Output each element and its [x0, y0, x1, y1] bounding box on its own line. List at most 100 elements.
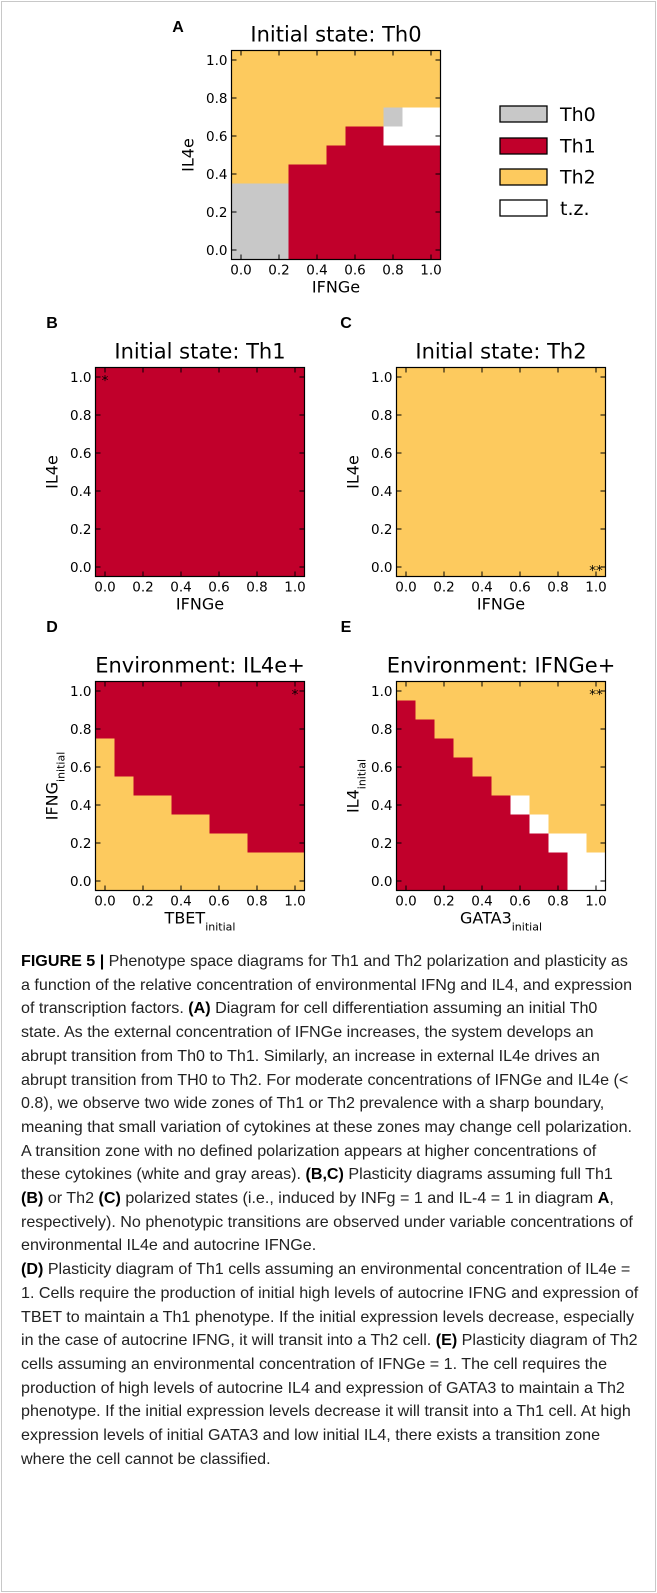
y-axis-label-main: IL4e: [344, 455, 363, 489]
x-tick-label: 0.4: [471, 894, 492, 910]
panel-title: Initial state: Th0: [250, 23, 421, 47]
y-axis-label: IL4e: [344, 455, 363, 489]
panel-a-map: [231, 50, 441, 260]
panel-c-map: [396, 367, 606, 577]
th1-region: [95, 367, 305, 577]
th2-region: [95, 738, 305, 891]
x-tick-label: 0.2: [433, 580, 454, 596]
panel-title: Environment: IL4e+: [95, 654, 305, 678]
x-tick-label: 0.8: [382, 263, 403, 279]
tz-region: [402, 107, 441, 127]
figure: A Initial state: Th0 0.0 0.2 0.4 0.6 0.8 1.0 0.0…: [43, 19, 616, 934]
panel-title: Environment: IFNGe+: [387, 654, 616, 678]
panel-letter: A: [172, 19, 184, 36]
y-tick-label: 0.6: [371, 760, 392, 776]
y-tick-label: 0.6: [70, 760, 91, 776]
y-tick-label: 0.8: [371, 722, 392, 738]
y-tick-label: 0.2: [70, 522, 91, 538]
y-tick-label: 1.0: [70, 370, 91, 386]
x-tick-label: 0.8: [547, 894, 568, 910]
y-tick-label: 0.0: [206, 243, 227, 259]
y-axis-label: IL4e: [43, 455, 62, 489]
y-axis-label-sub: initial: [355, 759, 368, 789]
y-axis-label: IL4initial: [344, 759, 369, 813]
y-tick-label: 0.2: [206, 205, 227, 221]
y-tick-label: 0.2: [371, 522, 392, 538]
caption-bold: (A): [188, 999, 211, 1018]
caption-text: or Th2: [43, 1189, 99, 1208]
x-tick-label: 0.0: [230, 263, 251, 279]
x-axis-label-sub: initial: [512, 920, 542, 933]
caption-bold: (E): [435, 1331, 458, 1350]
x-axis-label: TBETinitial: [164, 909, 236, 934]
x-tick-label: 0.4: [170, 894, 191, 910]
y-tick-label: 0.4: [371, 798, 392, 814]
caption-text: Diagram for cell differentiation assumin…: [21, 999, 632, 1184]
y-axis-label-main: IFNG: [43, 782, 62, 820]
x-tick-label: 0.4: [170, 580, 191, 596]
axes-frame: [94, 366, 306, 578]
th2-region: [396, 367, 606, 577]
marker: **: [589, 563, 603, 579]
caption-text: Plasticity diagrams assuming full Th1: [343, 1165, 613, 1184]
caption-bold: FIGURE 5 |: [21, 952, 105, 970]
th0-region: [231, 183, 289, 260]
y-axis-label: IFNGinitial: [43, 752, 68, 821]
panel-e-map: [396, 681, 606, 891]
x-tick-label: 1.0: [420, 263, 441, 279]
axes-frame: [395, 680, 607, 892]
panel-letter: E: [341, 619, 352, 636]
y-axis-label: IL4e: [179, 138, 198, 172]
y-axis-label-main: IL4e: [179, 138, 198, 172]
th1-region: [288, 126, 441, 260]
tz-region: [567, 852, 606, 891]
x-axis-label-main: GATA3: [460, 909, 512, 928]
tz-region: [548, 833, 587, 853]
legend-label: Th1: [559, 135, 596, 157]
panel-letter: B: [46, 315, 58, 332]
caption-bold: (B,C): [305, 1165, 344, 1184]
y-tick-label: 0.8: [70, 722, 91, 738]
x-tick-label: 0.2: [268, 263, 289, 279]
x-tick-label: 0.6: [208, 894, 229, 910]
panel-title: Initial state: Th2: [415, 340, 586, 364]
y-axis-label-main: IL4: [344, 789, 363, 813]
axes-frame: [94, 680, 306, 892]
tz-region: [529, 814, 549, 834]
marker: *: [102, 373, 109, 389]
x-tick-label: 0.6: [509, 894, 530, 910]
x-tick-label: 0.8: [547, 580, 568, 596]
y-tick-label: 0.2: [371, 836, 392, 852]
panel-b-map: [95, 367, 305, 577]
x-tick-label: 1.0: [284, 580, 305, 596]
legend-label: Th0: [559, 104, 596, 126]
axes-frame: [395, 366, 607, 578]
x-tick-label: 0.2: [132, 580, 153, 596]
legend-swatch: [499, 199, 548, 217]
x-tick-label: 1.0: [585, 580, 606, 596]
marker: *: [292, 687, 299, 703]
caption-bold: A: [597, 1189, 610, 1208]
caption-text: Plasticity diagram of Th1 cells assuming…: [21, 1260, 639, 1350]
y-tick-label: 0.0: [70, 560, 91, 576]
axes-frame: [230, 49, 442, 261]
caption-paragraph: (D) Plasticity diagram of Th1 cells assu…: [21, 1258, 639, 1471]
y-tick-label: 1.0: [371, 370, 392, 386]
caption-paragraph: FIGURE 5 | Phenotype space diagrams for …: [21, 950, 639, 1258]
y-axis-label-sub: initial: [54, 752, 67, 782]
x-tick-label: 0.6: [344, 263, 365, 279]
x-tick-label: 0.0: [395, 894, 416, 910]
panel-letter: D: [46, 619, 58, 636]
y-tick-label: 1.0: [371, 684, 392, 700]
y-tick-label: 0.4: [70, 798, 91, 814]
x-axis-label-sub: initial: [205, 920, 235, 933]
x-tick-label: 0.0: [94, 580, 115, 596]
x-axis-label: IFNGe: [477, 595, 525, 614]
x-tick-label: 0.4: [306, 263, 327, 279]
caption-text: Phenotype space diagrams for Th1 and Th2…: [21, 952, 633, 1018]
y-tick-label: 0.2: [70, 836, 91, 852]
y-tick-label: 0.6: [371, 446, 392, 462]
y-tick-label: 0.6: [206, 129, 227, 145]
